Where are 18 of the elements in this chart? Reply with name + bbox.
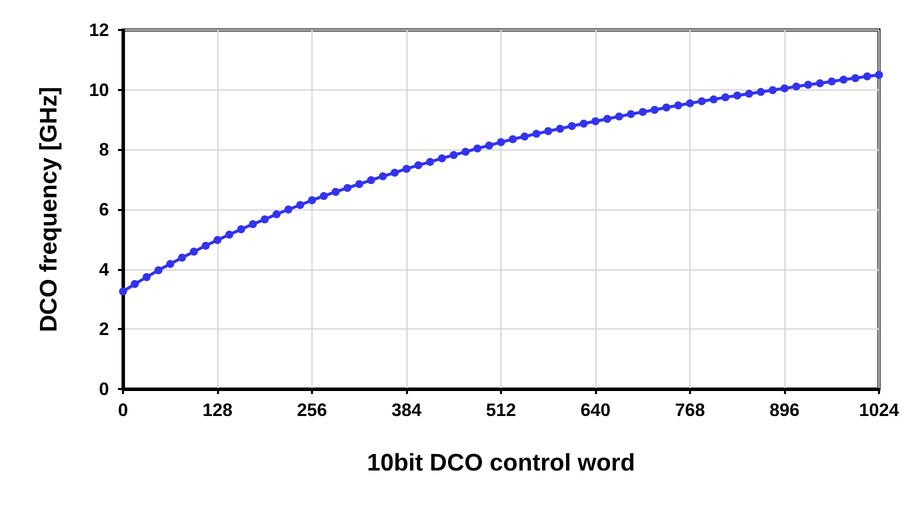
x-tick-label: 256 — [296, 400, 328, 420]
x-tick-label: 128 — [202, 400, 233, 420]
y-tick-label: 4 — [98, 259, 109, 280]
x-axis-title: 10bit DCO control word — [366, 450, 636, 476]
y-tick-label: 8 — [98, 140, 109, 160]
x-tick-label: 384 — [391, 400, 422, 420]
y-tick-label: 0 — [98, 379, 109, 399]
y-tick-label: 10 — [88, 80, 109, 100]
y-tick-label: 6 — [98, 200, 109, 220]
x-tick-label: 896 — [769, 400, 800, 420]
y-tick-label: 2 — [98, 319, 109, 340]
x-tick-label: 1024 — [858, 400, 900, 420]
y-tick-label: 12 — [88, 20, 109, 40]
x-tick-label: 512 — [486, 400, 516, 420]
x-tick-label: 640 — [580, 400, 611, 420]
x-tick-label: 0 — [118, 400, 128, 420]
x-tick-label: 768 — [674, 400, 706, 420]
y-axis-title: DCO frequency [GHz] — [36, 86, 62, 332]
